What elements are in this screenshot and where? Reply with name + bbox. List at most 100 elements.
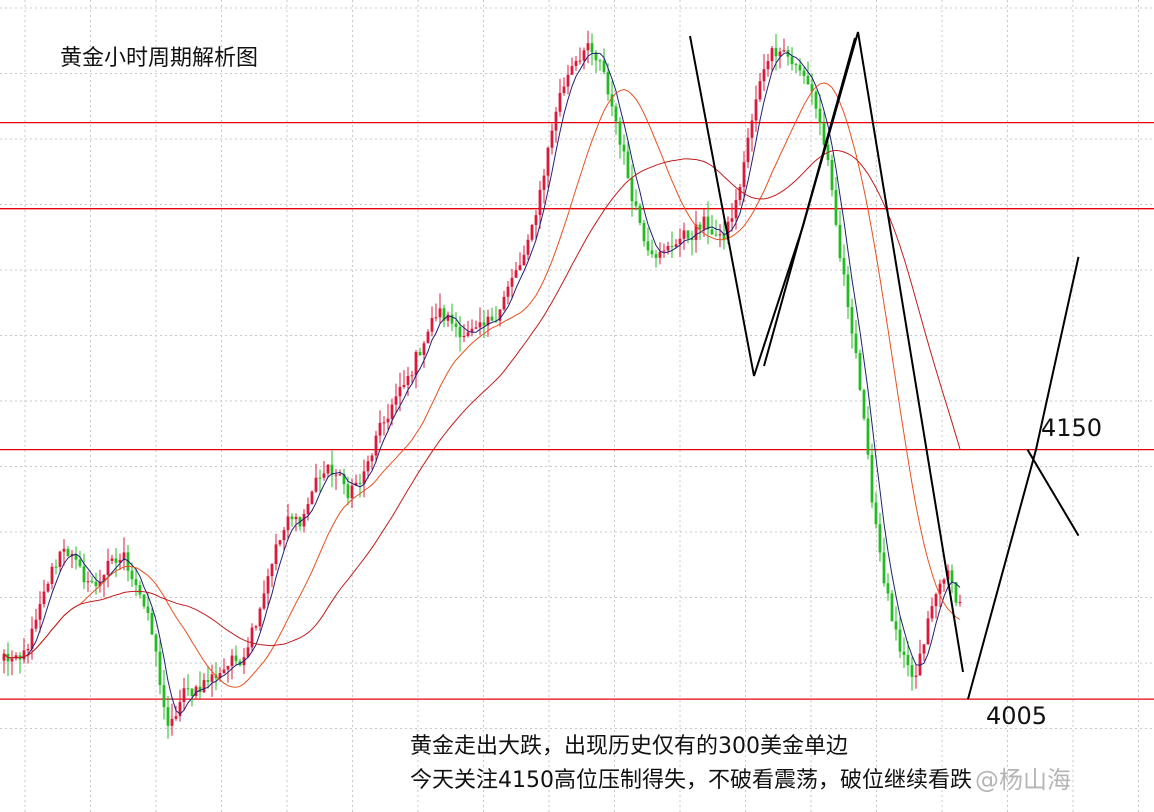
candle-body [866, 418, 870, 455]
candle-body [310, 491, 314, 505]
candle-body [230, 655, 234, 667]
candle-body [330, 464, 334, 476]
chart-title: 黄金小时周期解析图 [60, 46, 259, 71]
candle-body [742, 162, 746, 188]
candle-body [622, 144, 626, 152]
candle-body [534, 215, 538, 225]
candle-body [686, 230, 690, 239]
candle-body [830, 160, 834, 190]
candle-body [490, 316, 494, 321]
candle-body [602, 60, 606, 73]
candle-body [346, 484, 350, 499]
candle-body [334, 474, 338, 476]
candle-body [614, 106, 618, 122]
candle-body [898, 629, 902, 652]
candle-body [854, 333, 858, 354]
candle-body [626, 151, 630, 179]
level-label-4150: 4150 [1041, 414, 1103, 442]
candle-body [606, 72, 610, 95]
candle-body [190, 688, 194, 696]
candle-body [306, 504, 310, 514]
candle-body [222, 669, 226, 674]
candle-body [2, 653, 6, 661]
candle-body [234, 655, 238, 662]
candle-body [594, 52, 598, 61]
candle-body [522, 254, 526, 266]
candle-body [118, 559, 122, 563]
candle-body [206, 680, 210, 682]
candle-body [266, 576, 270, 594]
candle-body [790, 56, 794, 65]
candle-body [422, 343, 426, 356]
candle-body [58, 551, 62, 567]
candle-body [78, 559, 82, 567]
candle-body [442, 308, 446, 321]
candle-body [882, 552, 886, 584]
candle-body [462, 335, 466, 338]
candle-body [874, 502, 878, 525]
candle-body [414, 352, 418, 376]
candle-body [934, 594, 938, 607]
candle-body [382, 422, 386, 424]
candle-body [666, 245, 670, 251]
candle-body [426, 331, 430, 344]
candle-body [578, 60, 582, 62]
candle-body [886, 583, 890, 594]
candle-body [106, 560, 110, 575]
candle-body [958, 602, 962, 604]
candle-body [74, 554, 78, 560]
candle-body [30, 628, 34, 649]
candle-body [178, 702, 182, 717]
candle-body [554, 111, 558, 131]
candle-body [90, 581, 94, 583]
candle-body [750, 120, 754, 138]
annotation-line-1: 黄金走出大跌，出现历史仅有的300美金单边 [410, 734, 848, 759]
candle-body [150, 612, 154, 635]
candle-body [610, 94, 614, 107]
candle-body [370, 455, 374, 462]
candle-body [710, 229, 714, 235]
candle-body [822, 123, 826, 145]
candle-body [802, 70, 806, 76]
candle-body [698, 224, 702, 230]
candle-body [350, 485, 354, 499]
candle-body [250, 627, 254, 648]
candle-body [642, 222, 646, 242]
candle-body [510, 277, 514, 287]
candle-body [86, 581, 90, 583]
candle-body [126, 552, 130, 571]
candle-body [922, 644, 926, 654]
candle-body [202, 680, 206, 693]
candle-body [810, 84, 814, 92]
candle-body [338, 474, 342, 476]
candle-body [82, 566, 86, 583]
candle-body [806, 75, 810, 85]
trend-line-pattern [689, 31, 964, 673]
candle-body [526, 239, 530, 255]
candle-body [518, 265, 522, 271]
candle-body [538, 189, 542, 216]
candle-body [186, 688, 190, 690]
candle-body [286, 516, 290, 531]
candle-body [398, 386, 402, 397]
candle-body [674, 244, 678, 247]
candle-body [942, 579, 946, 584]
candle-body [130, 570, 134, 580]
candle-body [954, 582, 958, 603]
candle-body [878, 524, 882, 553]
candle-body [138, 585, 142, 595]
forecast-path-up [967, 256, 1080, 700]
candle-body [22, 650, 26, 660]
candle-body [938, 583, 942, 595]
candle-body [926, 618, 930, 645]
candle-body [302, 513, 306, 527]
candle-body [210, 674, 214, 682]
candle-body [258, 608, 262, 627]
candle-body [218, 673, 222, 679]
candle-body [694, 224, 698, 241]
candle-body [314, 477, 318, 492]
candle-body [94, 581, 98, 587]
candle-body [654, 254, 658, 258]
candle-body [890, 593, 894, 622]
